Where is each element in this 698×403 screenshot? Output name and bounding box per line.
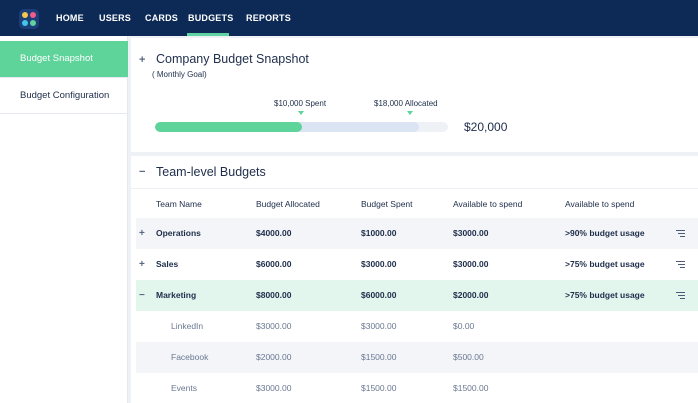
sub-table-row: Facebook $2000.00 $1500.00 $500.00 — [136, 342, 698, 373]
snapshot-title: Company Budget Snapshot — [156, 52, 309, 66]
sidebar-divider — [0, 113, 128, 114]
team-name: Marketing — [156, 290, 197, 300]
row-menu-icon[interactable] — [676, 261, 685, 269]
budget-allocated: $3000.00 — [256, 321, 292, 331]
budget-usage: >75% budget usage — [565, 259, 645, 269]
column-header: Budget Allocated — [256, 199, 320, 209]
nav-active-indicator — [187, 33, 229, 36]
budget-allocated: $2000.00 — [256, 352, 292, 362]
snapshot-subtitle: ( Monthly Goal) — [152, 70, 207, 79]
available-amount: $0.00 — [453, 321, 475, 331]
budget-snapshot-card: + Company Budget Snapshot ( Monthly Goal… — [131, 38, 698, 152]
sub-table-row: LinkedIn $3000.00 $3000.00 $0.00 — [136, 311, 698, 342]
team-budgets-title: Team-level Budgets — [156, 165, 266, 179]
snapshot-expand-toggle[interactable]: + — [139, 54, 146, 66]
table-header-row: Team Name Budget Allocated Budget Spent … — [136, 189, 698, 220]
budget-total: $20,000 — [464, 120, 508, 134]
spent-marker-icon — [298, 111, 304, 115]
team-budgets-card: − Team-level Budgets Team Name Budget Al… — [131, 156, 698, 403]
row-menu-icon[interactable] — [676, 292, 685, 300]
available-amount: $500.00 — [453, 352, 484, 362]
nav-reports[interactable]: REPORTS — [246, 13, 291, 23]
spent-progress-fill — [155, 122, 302, 132]
row-expand-toggle[interactable]: + — [139, 259, 145, 270]
table-row[interactable]: + Operations $4000.00 $1000.00 $3000.00 … — [136, 218, 698, 249]
channel-name: Events — [171, 383, 197, 393]
top-nav: HOME USERS CARDS BUDGETS REPORTS — [0, 0, 698, 36]
budget-allocated: $3000.00 — [256, 383, 292, 393]
spent-marker-label: $10,000 Spent — [274, 99, 327, 108]
team-name: Operations — [156, 228, 201, 238]
available-amount: $3000.00 — [453, 228, 489, 238]
available-amount: $3000.00 — [453, 259, 489, 269]
available-amount: $2000.00 — [453, 290, 489, 300]
sidebar-item-budget-snapshot[interactable]: Budget Snapshot — [0, 41, 128, 77]
channel-name: LinkedIn — [171, 321, 204, 331]
team-budgets-collapse-toggle[interactable]: − — [139, 166, 146, 178]
budget-usage: >90% budget usage — [565, 228, 645, 238]
table-row[interactable]: − Marketing $8000.00 $6000.00 $2000.00 >… — [136, 280, 698, 311]
nav-budgets[interactable]: BUDGETS — [188, 13, 234, 23]
column-header: Available to spend — [453, 199, 523, 209]
row-collapse-toggle[interactable]: − — [139, 290, 145, 301]
row-menu-icon[interactable] — [676, 230, 685, 238]
nav-users[interactable]: USERS — [99, 13, 132, 23]
budget-allocated: $4000.00 — [256, 228, 292, 238]
budget-spent: $1500.00 — [361, 383, 397, 393]
allocated-marker-label: $18,000 Allocated — [374, 99, 438, 108]
budget-usage: >75% budget usage — [565, 290, 645, 300]
budget-spent: $3000.00 — [361, 321, 397, 331]
budget-spent: $1500.00 — [361, 352, 397, 362]
column-header: Team Name — [156, 199, 202, 209]
team-name: Sales — [156, 259, 179, 269]
column-header: Available to spend — [565, 199, 635, 209]
sidebar-item-budget-configuration[interactable]: Budget Configuration — [20, 90, 110, 101]
column-header: Budget Spent — [361, 199, 413, 209]
budget-spent: $3000.00 — [361, 259, 397, 269]
budget-allocated: $8000.00 — [256, 290, 292, 300]
sub-table-row: Events $3000.00 $1500.00 $1500.00 — [136, 373, 698, 403]
app-logo-icon[interactable] — [19, 9, 39, 29]
sidebar-divider — [0, 77, 128, 78]
budget-progress-bar — [155, 122, 448, 132]
nav-home[interactable]: HOME — [56, 13, 84, 23]
budget-spent: $1000.00 — [361, 228, 397, 238]
row-expand-toggle[interactable]: + — [139, 228, 145, 239]
nav-cards[interactable]: CARDS — [145, 13, 179, 23]
budget-allocated: $6000.00 — [256, 259, 292, 269]
allocated-marker-icon — [407, 111, 413, 115]
channel-name: Facebook — [171, 352, 209, 362]
budget-spent: $6000.00 — [361, 290, 397, 300]
sidebar: Budget Snapshot Budget Configuration — [0, 36, 128, 403]
card-divider — [131, 188, 698, 189]
available-amount: $1500.00 — [453, 383, 489, 393]
table-row[interactable]: + Sales $6000.00 $3000.00 $3000.00 >75% … — [136, 249, 698, 280]
